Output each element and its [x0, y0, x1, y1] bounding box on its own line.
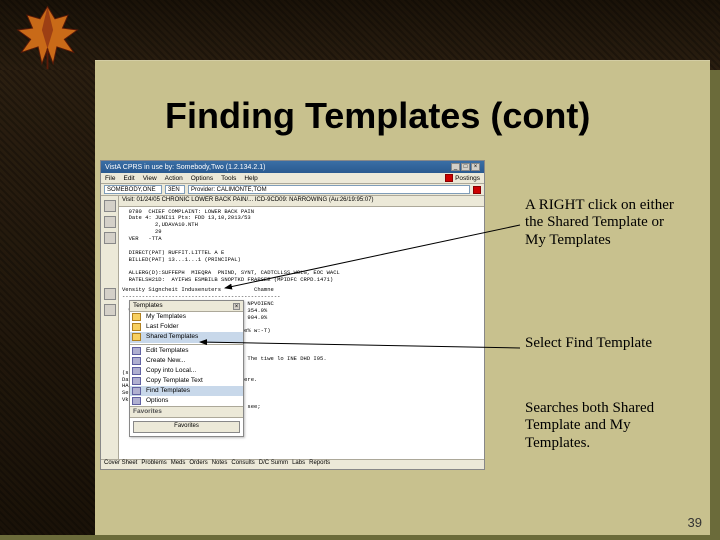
left-texture-strip: [0, 70, 95, 535]
toolbar-right: Postings: [445, 174, 480, 182]
slide-title: Finding Templates (cont): [165, 95, 590, 137]
templates-popup: Templates × My Templates Last Folder Sha…: [129, 300, 244, 437]
provider-box[interactable]: Provider: CALIMONTE,TOM: [188, 185, 470, 194]
document-header: Visit: 01/24/05 CHRONIC LOWER BACK PAIN/…: [119, 196, 484, 207]
menu-item[interactable]: Options: [191, 175, 213, 182]
folder-icon: [132, 313, 141, 321]
window-titlebar: VistA CPRS in use by: Somebody,Two (1.2.…: [101, 161, 484, 173]
callout-right-click: A RIGHT click on either the Shared Templ…: [525, 197, 685, 249]
patient-box[interactable]: SOMEBODY,ONE: [104, 185, 162, 194]
close-icon[interactable]: ×: [233, 303, 240, 310]
folder-icon: [132, 323, 141, 331]
favorites-button[interactable]: Favorites: [133, 421, 240, 433]
postings-label: Postings: [455, 175, 480, 182]
menu-item[interactable]: Action: [165, 175, 183, 182]
action-icon: [132, 347, 141, 355]
window-buttons: _ □ ×: [451, 163, 480, 171]
folder-icon: [132, 333, 141, 341]
search-icon: [132, 387, 141, 395]
status-tab[interactable]: Meds: [171, 460, 186, 469]
status-tab[interactable]: Reports: [309, 460, 330, 469]
popup-item[interactable]: Copy Template Text: [130, 376, 243, 386]
toolbar: SOMEBODY,ONE 3EN Provider: CALIMONTE,TOM: [101, 184, 484, 196]
page-number: 39: [688, 515, 702, 530]
popup-item-label: Copy into Local...: [146, 367, 196, 374]
sidebar-icon[interactable]: [104, 288, 116, 300]
action-icon: [132, 397, 141, 405]
popup-item-shared-templates[interactable]: Shared Templates: [130, 332, 243, 342]
menu-item[interactable]: Tools: [221, 175, 236, 182]
callout-searches-both: Searches both Shared Template and My Tem…: [525, 400, 695, 452]
status-tab[interactable]: Orders: [189, 460, 207, 469]
popup-item-label: Options: [146, 397, 168, 404]
titlebar-text: VistA CPRS in use by: Somebody,Two (1.2.…: [105, 164, 265, 171]
sidebar: [101, 196, 119, 459]
popup-item-label: Find Templates: [146, 387, 190, 394]
maximize-icon[interactable]: □: [461, 163, 470, 171]
popup-item-label: Shared Templates: [146, 333, 198, 340]
ward-box[interactable]: 3EN: [165, 185, 185, 194]
popup-section: Favorites: [130, 406, 243, 418]
popup-item-label: Edit Templates: [146, 347, 189, 354]
menu-item[interactable]: Edit: [123, 175, 134, 182]
status-tab[interactable]: D/C Summ: [259, 460, 288, 469]
separator: [130, 344, 243, 345]
menu-item[interactable]: File: [105, 175, 115, 182]
alert-icon: [473, 186, 481, 194]
popup-item[interactable]: Create New...: [130, 356, 243, 366]
popup-item-label: Last Folder: [146, 323, 179, 330]
sidebar-icon[interactable]: [104, 200, 116, 212]
minimize-icon[interactable]: _: [451, 163, 460, 171]
status-tab[interactable]: Cover Sheet: [104, 460, 137, 469]
action-icon: [132, 377, 141, 385]
action-icon: [132, 367, 141, 375]
status-bar: Cover Sheet Problems Meds Orders Notes C…: [101, 459, 484, 469]
popup-item[interactable]: Last Folder: [130, 322, 243, 332]
status-tab[interactable]: Consults: [231, 460, 254, 469]
popup-item[interactable]: Options: [130, 396, 243, 406]
close-icon[interactable]: ×: [471, 163, 480, 171]
document-text-block: 0780 CHIEF COMPLAINT: LOWER BACK PAIN Da…: [122, 209, 481, 285]
menu-bar: File Edit View Action Options Tools Help…: [101, 173, 484, 184]
sidebar-icon[interactable]: [104, 216, 116, 228]
popup-item[interactable]: Copy into Local...: [130, 366, 243, 376]
popup-item-label: Create New...: [146, 357, 185, 364]
popup-item-my-templates[interactable]: My Templates: [130, 312, 243, 322]
status-tab[interactable]: Problems: [141, 460, 166, 469]
popup-title: Templates: [133, 302, 163, 310]
flag-icon: [445, 174, 453, 182]
leaf-decoration: [10, 2, 85, 72]
callout-select-find: Select Find Template: [525, 335, 685, 352]
sidebar-icon[interactable]: [104, 232, 116, 244]
header-tab: Visit: 01/24/05 CHRONIC LOWER BACK PAIN/…: [122, 197, 374, 205]
main-document-area: Visit: 01/24/05 CHRONIC LOWER BACK PAIN/…: [119, 196, 484, 459]
sidebar-icon[interactable]: [104, 304, 116, 316]
popup-item-label: My Templates: [146, 313, 186, 320]
popup-item-label: Copy Template Text: [146, 377, 203, 384]
status-tab[interactable]: Labs: [292, 460, 305, 469]
menu-item[interactable]: View: [143, 175, 157, 182]
status-tab[interactable]: Notes: [212, 460, 228, 469]
popup-item[interactable]: Edit Templates: [130, 346, 243, 356]
menu-item[interactable]: Help: [244, 175, 257, 182]
app-screenshot: VistA CPRS in use by: Somebody,Two (1.2.…: [100, 160, 485, 470]
action-icon: [132, 357, 141, 365]
popup-item-find-templates[interactable]: Find Templates: [130, 386, 243, 396]
